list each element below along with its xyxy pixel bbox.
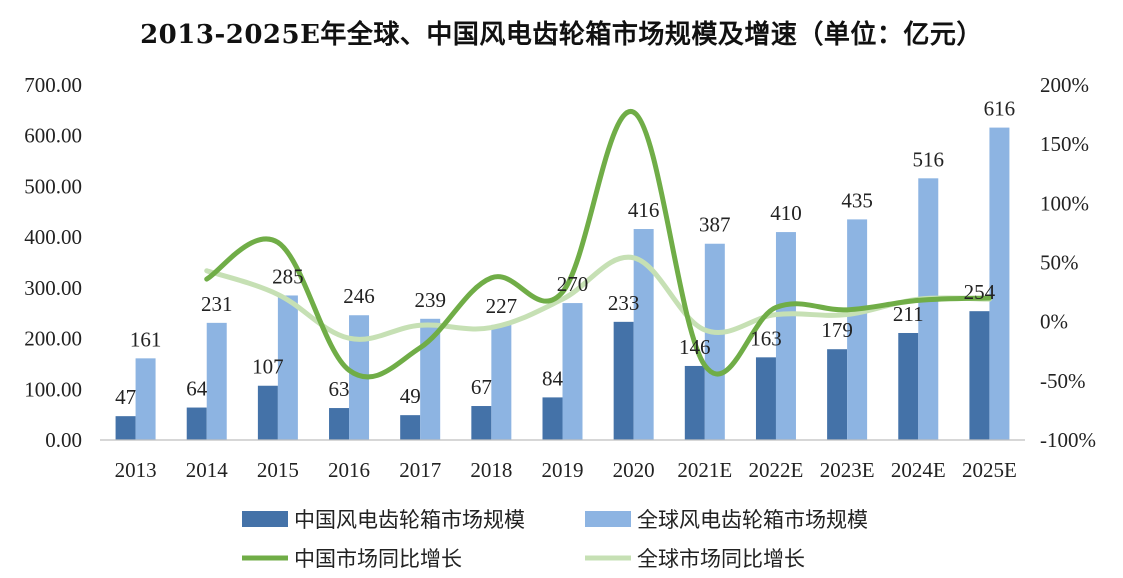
chart-title: 2013-2025E年全球、中国风电齿轮箱市场规模及增速（单位：亿元） <box>140 20 983 50</box>
right-axis-tick-label: 0% <box>1040 310 1068 334</box>
x-axis-tick-label: 2019 <box>542 458 584 482</box>
x-axis-tick-label: 2017 <box>399 458 441 482</box>
china-bar-data-label: 254 <box>964 280 996 304</box>
x-axis-tick-label: 2021E <box>677 458 732 482</box>
legend-china-market-size-label: 中国风电齿轮箱市场规模 <box>294 508 525 532</box>
china-bar-data-label: 233 <box>608 291 640 315</box>
right-axis-tick-label: 200% <box>1040 73 1089 97</box>
china-bar-data-label: 107 <box>252 355 284 379</box>
china-bar-data-label: 211 <box>893 302 924 326</box>
lines-group <box>204 109 992 380</box>
global-bar-data-label: 516 <box>913 147 945 171</box>
x-axis-tick-label: 2020 <box>613 458 655 482</box>
global-bar-data-label: 410 <box>770 201 802 225</box>
global-bar-data-label: 239 <box>414 288 446 312</box>
x-axis-tick-label: 2016 <box>328 458 370 482</box>
global-bar-data-label: 616 <box>984 97 1016 121</box>
global-market-bar <box>491 324 512 440</box>
global-bar-data-label: 387 <box>699 213 731 237</box>
china-market-bar <box>115 416 136 440</box>
right-axis-tick-label: -100% <box>1040 428 1096 452</box>
global-bar-data-label: 285 <box>272 264 304 288</box>
legend-global-market-size-swatch <box>585 511 631 527</box>
x-axis-tick-label: 2015 <box>257 458 299 482</box>
global-market-bar <box>206 322 227 440</box>
china-market-bar <box>400 415 421 440</box>
global-market-bar <box>775 232 796 440</box>
china-bar-data-label: 146 <box>679 335 711 359</box>
china-bar-data-label: 84 <box>542 366 564 390</box>
global-market-bar <box>277 295 298 440</box>
left-axis-tick-label: 300.00 <box>24 276 82 300</box>
global-market-bar <box>989 127 1010 440</box>
global-bar-data-label: 435 <box>841 188 873 212</box>
global-bar-data-label: 231 <box>201 292 233 316</box>
right-axis-tick-label: -50% <box>1040 369 1086 393</box>
right-axis-ticks: -100% -50% 0% 50% 100% 150% 200% <box>1040 73 1096 452</box>
x-axis-tick-label: 2024E <box>891 458 946 482</box>
china-market-bar <box>329 408 350 440</box>
left-axis-tick-label: 200.00 <box>24 327 82 351</box>
global-market-bar <box>420 318 441 440</box>
x-axis-tick-label: 2014 <box>186 458 229 482</box>
x-axis-tick-label: 2022E <box>749 458 804 482</box>
global-bar-data-label: 416 <box>628 198 660 222</box>
legend-global-market-size-label: 全球风电齿轮箱市场规模 <box>637 508 868 532</box>
china-market-bar <box>827 349 848 440</box>
global-market-bar <box>135 358 156 440</box>
china-bar-data-label: 63 <box>329 377 350 401</box>
china-bar-data-label: 47 <box>115 385 136 409</box>
china-market-bar <box>613 321 634 440</box>
china-bar-data-label: 179 <box>821 318 853 342</box>
global-bar-data-label: 270 <box>557 272 589 296</box>
china-bar-data-label: 49 <box>400 384 421 408</box>
left-axis-tick-label: 700.00 <box>24 73 82 97</box>
left-axis-tick-label: 0.00 <box>45 428 82 452</box>
x-axis-tick-label: 2013 <box>115 458 157 482</box>
right-axis-tick-label: 50% <box>1040 251 1079 275</box>
legend-china-market-size-swatch <box>242 511 288 527</box>
global-bar-data-label: 246 <box>343 284 375 308</box>
x-axis-ticks: 2013 2014 2015 2016 2017 2018 2019 2020 2021E 202… <box>100 439 1025 482</box>
global-bar-data-label: 227 <box>486 294 518 318</box>
left-axis-tick-label: 400.00 <box>24 225 82 249</box>
china-market-bar <box>969 311 990 440</box>
china-bar-data-label: 163 <box>750 326 782 350</box>
x-axis-tick-label: 2023E <box>820 458 875 482</box>
china-market-bar <box>186 407 207 440</box>
china-market-bar <box>257 385 278 440</box>
china-market-bar <box>471 406 492 440</box>
left-axis-tick-label: 600.00 <box>24 124 82 148</box>
china-growth-line <box>204 109 992 380</box>
global-market-bar <box>847 219 868 440</box>
china-market-bar <box>542 397 563 440</box>
left-axis-tick-label: 500.00 <box>24 174 82 198</box>
legend-global-growth-label: 全球市场同比增长 <box>637 547 805 571</box>
left-axis-tick-label: 100.00 <box>24 377 82 401</box>
global-market-bar <box>704 243 725 440</box>
bar-data-labels: 47 64 107 63 49 67 84 233 146 163 179 211 254 161 231 2… <box>115 97 1015 410</box>
china-bar-data-label: 64 <box>186 377 208 401</box>
left-axis-ticks: 0.00 100.00 200.00 300.00 400.00 500.00 600.00… <box>24 73 82 452</box>
legend-china-growth-label: 中国市场同比增长 <box>294 547 462 571</box>
global-market-bar <box>633 229 654 440</box>
china-market-bar <box>755 357 776 440</box>
bars-group <box>115 127 1010 441</box>
right-axis-tick-label: 100% <box>1040 191 1089 215</box>
china-market-bar <box>684 365 705 440</box>
china-market-bar <box>898 332 919 440</box>
global-growth-line <box>204 254 992 342</box>
global-market-bar <box>562 303 583 440</box>
china-bar-data-label: 67 <box>471 375 492 399</box>
global-market-bar <box>918 178 939 441</box>
x-axis-tick-label: 2025E <box>962 458 1017 482</box>
global-bar-data-label: 161 <box>130 327 162 351</box>
right-axis-tick-label: 150% <box>1040 132 1089 156</box>
x-axis-tick-label: 2018 <box>470 458 512 482</box>
